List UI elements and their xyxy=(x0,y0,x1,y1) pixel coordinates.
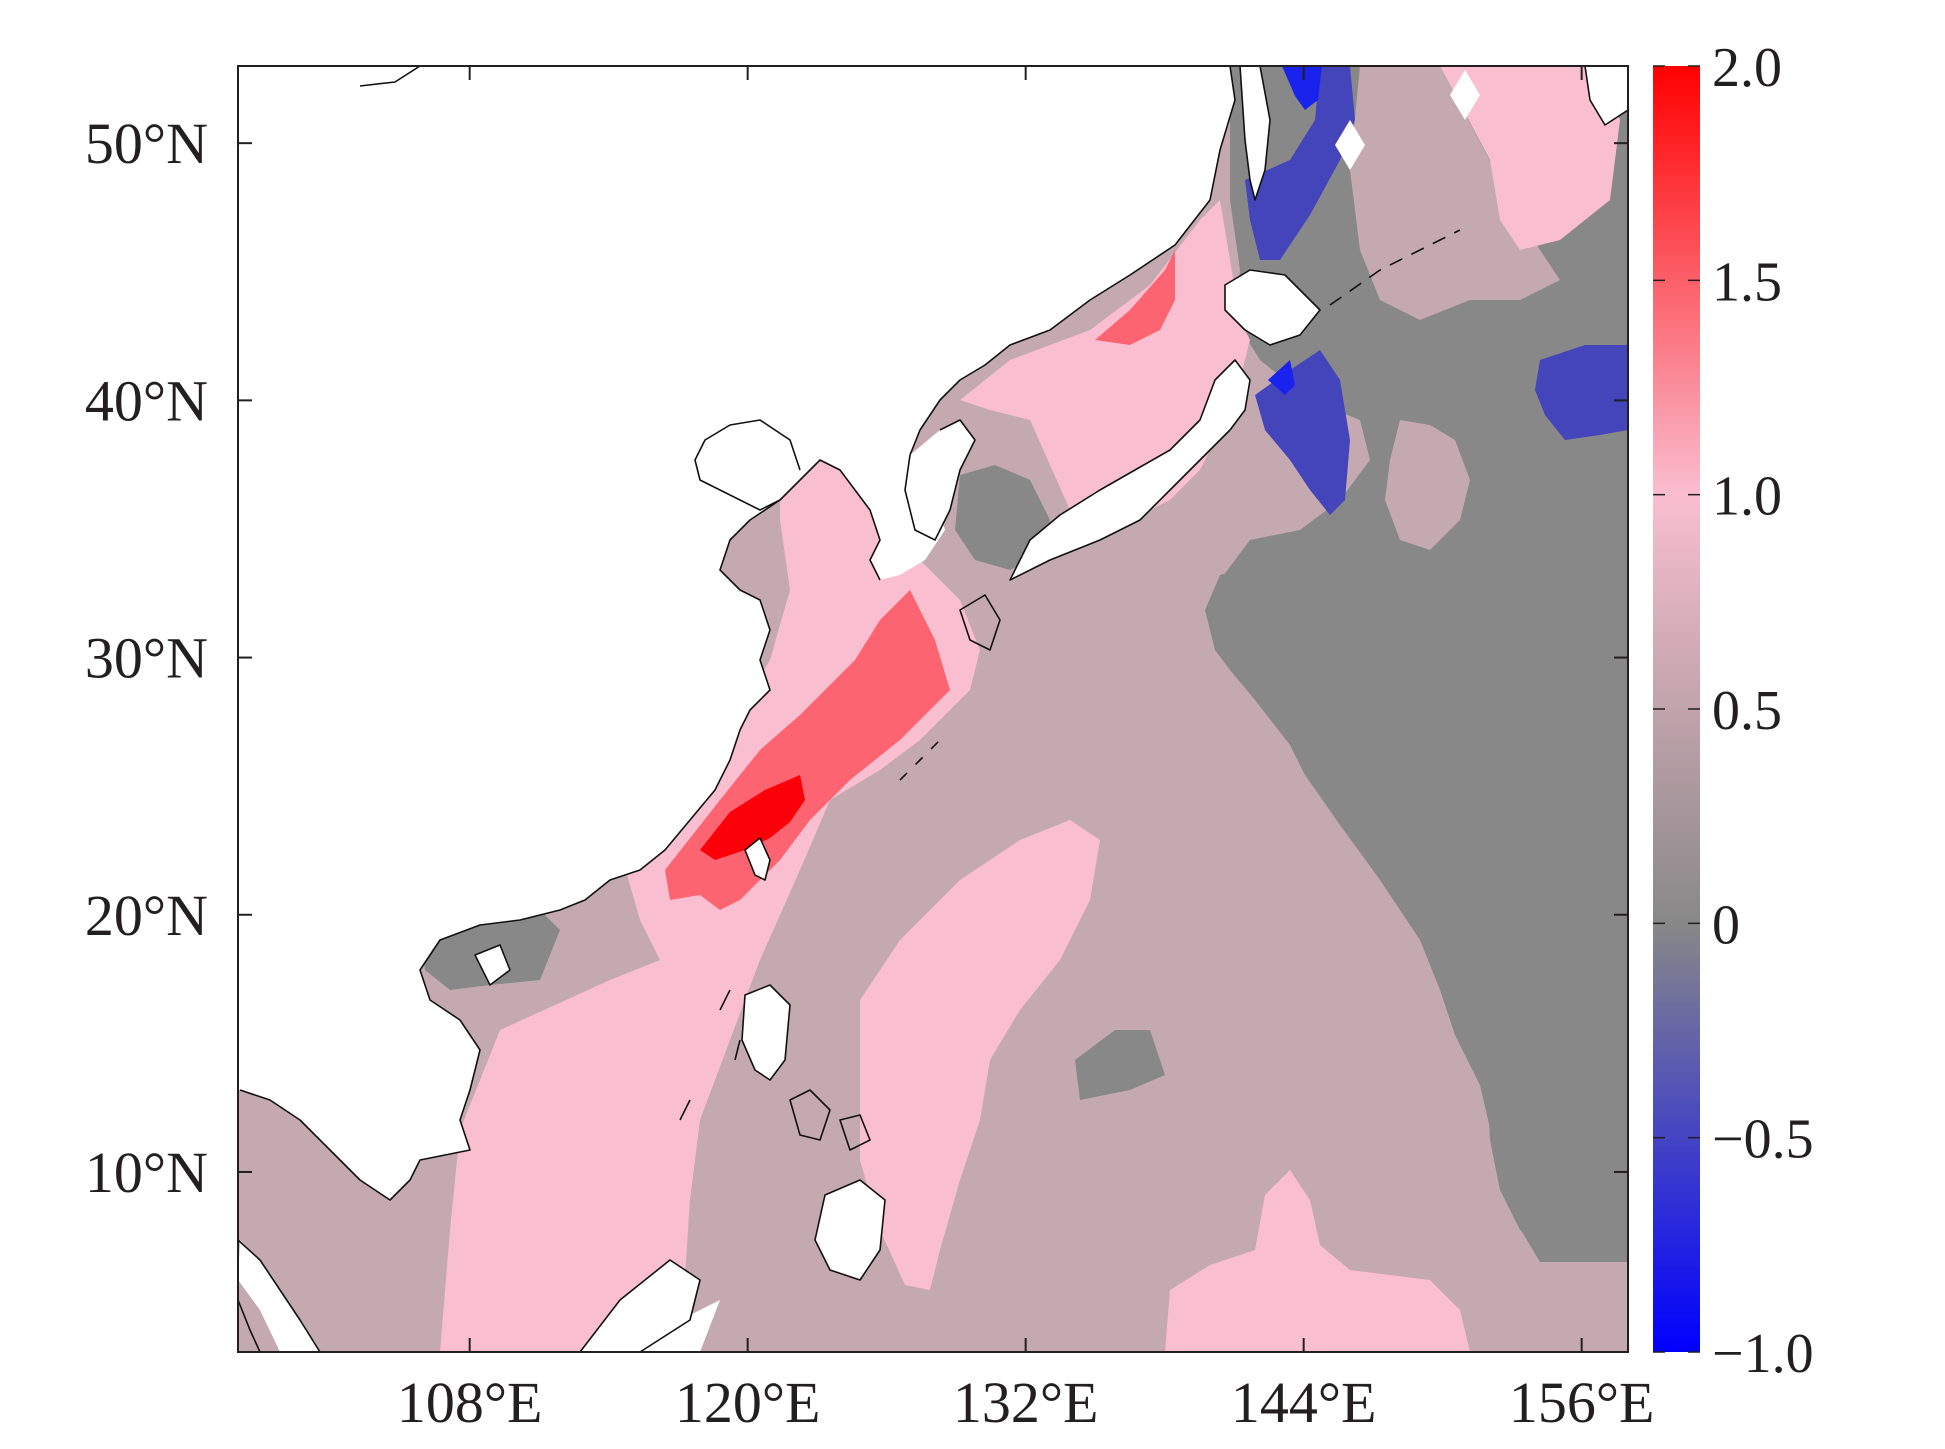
land-kamchatka xyxy=(1585,66,1628,125)
land-asia xyxy=(238,66,1235,1200)
lon-tick-label: 120°E xyxy=(675,1370,821,1435)
region-blue-kamchatka-east xyxy=(1535,345,1628,440)
colorbar-tick-label: 1.0 xyxy=(1712,466,1782,528)
land-diamond-2 xyxy=(1450,70,1480,120)
axis-ticks xyxy=(238,66,1628,1352)
land-diamond-1 xyxy=(1335,120,1365,170)
axis-labels: 108°E 120°E 132°E 144°E 156°E 50°N 40°N 30°N 20°… xyxy=(85,111,1655,1435)
region-blue-okhotsk-core xyxy=(1282,66,1322,110)
land-hokkaido xyxy=(1225,270,1320,345)
lat-tick-label: 30°N xyxy=(85,626,208,691)
colorbar-labels: 2.0 1.5 1.0 0.5 0 −0.5 −1.0 xyxy=(1653,37,1814,1385)
region-mauve-patch-north xyxy=(1350,66,1560,320)
lat-tick-label: 20°N xyxy=(85,883,208,948)
plot-frame xyxy=(237,65,1629,1353)
colorbar-tick-label: 1.5 xyxy=(1712,251,1782,313)
region-pink-south xyxy=(1165,1170,1470,1352)
land-luzon xyxy=(742,985,790,1080)
region-core-taiwan-strait xyxy=(700,775,805,860)
land-taiwan xyxy=(745,838,770,880)
land-hainan xyxy=(475,945,510,985)
region-pink-northeast xyxy=(1440,66,1620,250)
land-indochina xyxy=(238,1240,320,1352)
land-sakhalin xyxy=(1240,66,1270,200)
lat-tick-label: 50°N xyxy=(85,111,208,176)
region-grey-philippine-sea-patch xyxy=(1075,1030,1165,1100)
region-red-japan-sea xyxy=(1095,250,1175,345)
region-blue-hokkaido-core xyxy=(1268,360,1295,395)
region-mauve-patch-east xyxy=(1385,420,1470,550)
lon-tick-label: 144°E xyxy=(1231,1370,1377,1435)
colorbar-tick-label: 0 xyxy=(1712,894,1740,956)
lon-tick-label: 108°E xyxy=(397,1370,543,1435)
lat-tick-label: 40°N xyxy=(85,368,208,433)
coastlines xyxy=(238,66,1628,1352)
region-grey-sea-of-japan-south xyxy=(955,465,1050,570)
colorbar-tick-label: 0.5 xyxy=(1712,680,1782,742)
colorbar-tick-label: −1.0 xyxy=(1712,1323,1814,1385)
region-blue-hokkaido-east xyxy=(1255,350,1350,515)
region-pink-philippine-sea xyxy=(860,820,1100,1290)
colorbar-tick-label: 2.0 xyxy=(1712,37,1782,99)
region-blue-okhotsk xyxy=(1245,66,1355,260)
lat-tick-label: 10°N xyxy=(85,1140,208,1205)
lon-tick-label: 156°E xyxy=(1509,1370,1655,1435)
region-grey-southeast xyxy=(1488,1090,1628,1262)
colorbar-tick-label: −0.5 xyxy=(1712,1109,1814,1171)
lon-tick-label: 132°E xyxy=(953,1370,1099,1435)
land-japan-honshu xyxy=(1010,360,1250,580)
region-pink-korea-japan xyxy=(960,200,1250,520)
land-korea xyxy=(905,420,975,540)
land-mindanao xyxy=(815,1180,885,1280)
map-plot-area xyxy=(238,66,1628,1352)
